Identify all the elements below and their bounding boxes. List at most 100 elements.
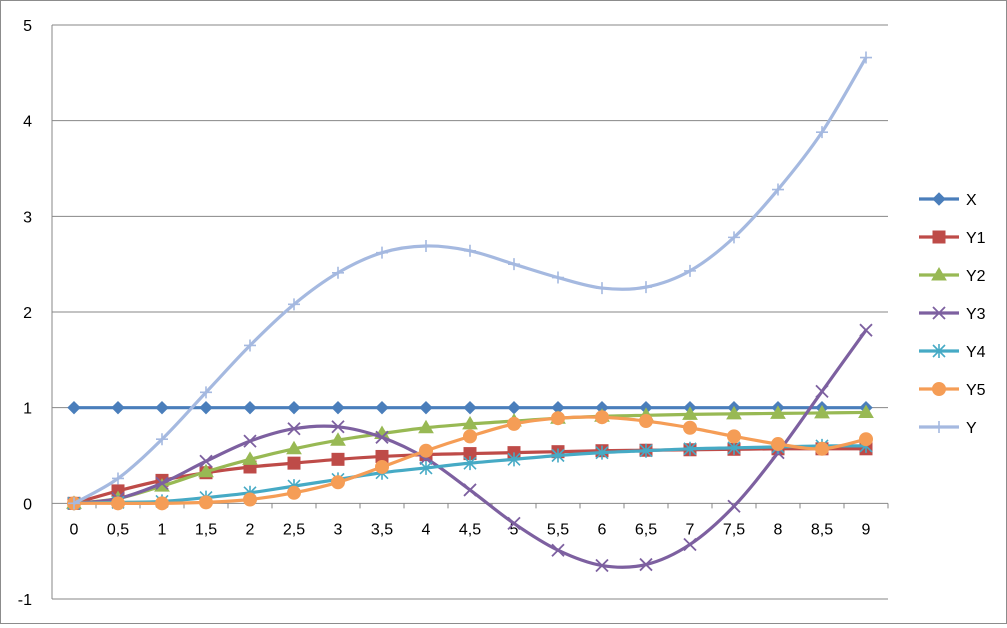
legend-entry: Y2 (919, 267, 986, 285)
data-point (244, 339, 256, 352)
legend: X Y1 Y2 Y3 Y4 Y5 Y (919, 192, 986, 437)
data-point (551, 543, 565, 557)
data-point (243, 400, 257, 415)
series-y5 (67, 410, 873, 511)
x-tick-label: 1,5 (195, 521, 217, 538)
data-point (772, 183, 784, 196)
data-point (331, 400, 345, 415)
legend-label: Y3 (966, 306, 986, 323)
data-point (287, 456, 301, 470)
x-tick-label: 8,5 (811, 521, 833, 538)
legend-label: Y5 (966, 382, 986, 399)
data-point (242, 451, 258, 465)
data-point (155, 476, 169, 490)
data-point (155, 400, 169, 415)
data-point (243, 434, 257, 448)
data-point (199, 454, 213, 468)
data-point (932, 306, 946, 320)
y-tick-label: 5 (23, 18, 32, 35)
data-point (508, 258, 520, 271)
data-point (859, 432, 873, 447)
x-tick-label: 3,5 (371, 521, 393, 538)
data-point (287, 485, 301, 500)
x-tick-labels: 0 0,5 1 1,5 2 2,5 3 3,5 4 4,5 5 5,5 6 6,5 7 7,5 8 8,5 9 (70, 521, 871, 538)
data-point (507, 452, 521, 467)
y-tick-label: 0 (23, 496, 32, 513)
data-point (771, 437, 785, 452)
legend-label: X (966, 192, 977, 209)
y-tick-label: 3 (23, 209, 32, 226)
data-point (816, 126, 828, 139)
data-point (932, 382, 946, 396)
data-point (287, 422, 301, 436)
data-point (596, 282, 608, 295)
data-point (595, 445, 609, 460)
legend-label: Y (966, 420, 977, 437)
legend-label: Y2 (966, 268, 986, 285)
data-point (726, 405, 742, 420)
data-point (331, 452, 345, 466)
y-tick-label: 4 (23, 114, 32, 131)
data-point (112, 472, 124, 485)
data-point (932, 192, 946, 206)
data-point (200, 386, 212, 399)
data-point (331, 420, 345, 434)
x-tick-label: 7,5 (723, 521, 745, 538)
x-tick-label: 6,5 (635, 521, 657, 538)
legend-entry: Y (919, 420, 977, 437)
legend-entry: X (919, 192, 977, 209)
data-point (507, 516, 521, 531)
data-point (683, 420, 697, 435)
legend-entry: Y1 (919, 230, 986, 247)
data-point (463, 456, 477, 471)
data-point (419, 443, 433, 458)
data-point (727, 499, 741, 513)
data-point (288, 298, 300, 311)
x-tick-label: 4,5 (459, 521, 481, 538)
x-tick-label: 0 (70, 521, 79, 538)
data-point (770, 405, 786, 419)
data-point (330, 432, 346, 446)
data-point (375, 430, 389, 444)
data-point (814, 404, 830, 419)
data-point (684, 264, 696, 277)
data-point (199, 495, 213, 510)
series-y3 (67, 323, 873, 573)
data-point (155, 496, 169, 511)
data-point (859, 323, 873, 337)
data-point (933, 421, 945, 433)
x-tick-label: 5 (510, 521, 519, 538)
data-point (463, 483, 477, 497)
data-point (507, 400, 521, 415)
data-point (858, 404, 874, 418)
x-tick-label: 5,5 (547, 521, 569, 538)
data-point (551, 448, 565, 463)
data-point (931, 267, 947, 281)
data-point (420, 239, 432, 252)
data-point (932, 230, 946, 244)
data-point (463, 400, 477, 415)
data-point (67, 400, 81, 415)
data-point (331, 475, 345, 490)
data-point (418, 419, 434, 434)
x-tick-label: 2,5 (283, 521, 305, 538)
x-tick-label: 8 (774, 521, 783, 538)
data-point (639, 443, 653, 458)
data-point (376, 246, 388, 259)
data-point (463, 429, 477, 444)
data-point (639, 414, 653, 429)
x-tick-label: 7 (686, 521, 695, 538)
legend-label: Y1 (966, 230, 986, 247)
legend-label: Y4 (966, 344, 986, 361)
data-point (728, 231, 740, 244)
data-point (243, 492, 257, 507)
data-point (595, 558, 609, 573)
data-point (682, 406, 698, 420)
data-point (932, 344, 946, 358)
x-tick-label: 2 (246, 521, 255, 538)
data-point (419, 460, 433, 475)
data-point (287, 400, 301, 415)
y-tick-labels: -1 0 1 2 3 4 5 (18, 18, 32, 609)
data-point (639, 557, 653, 572)
data-point (375, 459, 389, 474)
